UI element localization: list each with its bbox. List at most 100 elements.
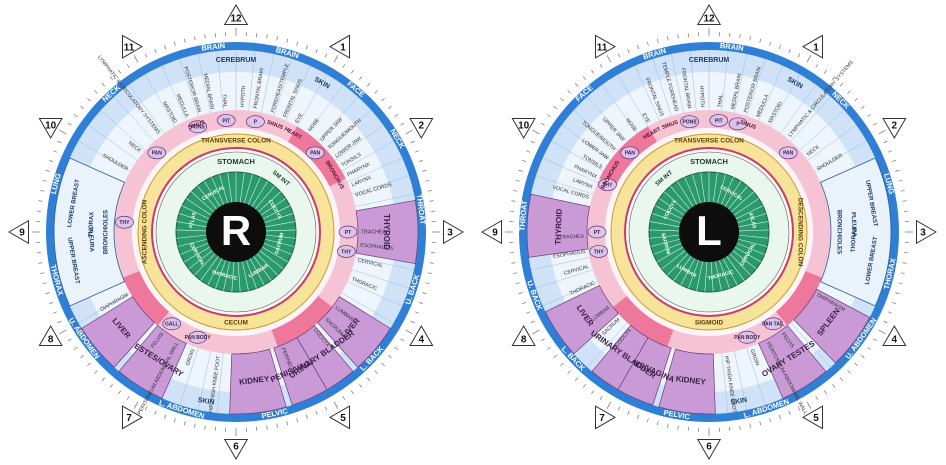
tick-mark — [873, 123, 876, 125]
center-letter: R — [221, 207, 251, 254]
center-letter: L — [696, 207, 722, 254]
tick-mark — [58, 141, 62, 143]
tick-mark — [351, 70, 353, 73]
tick-mark — [591, 70, 593, 73]
tick-mark — [798, 54, 800, 58]
tick-mark — [46, 293, 50, 294]
tick-mark — [400, 123, 403, 125]
clock-number: 10 — [518, 121, 530, 132]
tick-mark — [807, 402, 811, 409]
tick-mark — [516, 180, 520, 181]
tick-mark — [901, 190, 905, 191]
tick-mark — [848, 91, 851, 94]
tick-mark — [425, 283, 429, 284]
tick-mark — [59, 130, 66, 134]
tick-mark — [824, 391, 826, 394]
tick-mark — [607, 402, 611, 409]
tick-mark — [406, 130, 413, 134]
tick-mark — [541, 339, 544, 341]
organ-bubble-label: PT — [594, 230, 600, 236]
clock-number: 6 — [233, 442, 239, 453]
tick-mark — [43, 283, 47, 284]
tick-mark — [184, 39, 185, 43]
organ-bubble-label: PAN — [783, 151, 794, 157]
clock-number: 12 — [230, 14, 242, 25]
tick-mark — [516, 283, 520, 284]
tick-mark — [840, 83, 843, 86]
tick-mark — [895, 293, 899, 294]
zone-label: HYPOTH — [698, 85, 705, 107]
tick-mark — [375, 91, 378, 94]
tick-mark — [388, 355, 391, 358]
tick-mark — [382, 363, 385, 366]
tick-mark — [647, 42, 648, 46]
organ-bubble-label: PAN — [152, 151, 163, 157]
tick-mark — [184, 421, 185, 425]
tick-mark — [325, 54, 327, 58]
organ-bubble-label: PIT — [222, 118, 230, 124]
tick-mark — [779, 45, 780, 49]
tick-mark — [422, 170, 426, 171]
tick-mark — [40, 190, 44, 191]
clock-number: 9 — [492, 228, 498, 239]
tick-mark — [903, 263, 907, 264]
organ-bubble-label: THY — [119, 220, 130, 226]
clock-marker: 8 — [39, 326, 62, 346]
organ-bubble-label: PONS — [682, 120, 697, 126]
tick-mark — [38, 263, 42, 264]
colon-side-label: DESCENDING COLON — [796, 198, 803, 267]
clock-number: 12 — [703, 14, 715, 25]
tick-mark — [40, 273, 44, 274]
clock-marker: 4 — [883, 326, 906, 346]
colon-top-label: TRANSVERSE COLON — [674, 138, 744, 145]
organ-bubble-label: PAN TAIL — [762, 322, 784, 328]
zone-label: HYPOTH — [240, 85, 247, 107]
tick-mark — [560, 98, 563, 101]
tick-mark — [411, 321, 415, 323]
clock-number: 10 — [45, 121, 57, 132]
tick-mark — [832, 384, 835, 387]
organ-bubble-label: THY — [341, 249, 352, 255]
clock-number: 1 — [340, 42, 346, 53]
tick-mark — [892, 302, 896, 303]
tick-mark — [102, 83, 105, 86]
tick-mark — [87, 98, 90, 101]
tick-mark — [513, 273, 517, 274]
tick-mark — [415, 151, 419, 153]
tick-mark — [428, 190, 432, 191]
tick-mark — [287, 421, 288, 425]
tick-mark — [591, 391, 593, 394]
tick-mark — [740, 34, 741, 38]
clock-number: 3 — [920, 228, 926, 239]
organ-bubble-label: PT — [345, 230, 351, 236]
left-iris-svg: 121234567891011THYROIDSPLEENKIDNEYOVARY … — [473, 0, 946, 460]
tick-mark — [789, 411, 791, 415]
tick-mark — [779, 415, 780, 419]
tick-mark — [422, 293, 426, 294]
clock-marker: 6 — [698, 440, 721, 460]
tick-mark — [430, 201, 434, 202]
tick-mark — [816, 64, 818, 67]
tick-mark — [848, 371, 851, 374]
tick-mark — [102, 378, 105, 381]
tick-mark — [868, 347, 871, 349]
tick-mark — [382, 98, 385, 101]
tick-mark — [164, 415, 165, 419]
tick-mark — [760, 39, 761, 43]
tick-mark — [547, 114, 550, 116]
tick-mark — [68, 339, 71, 341]
tick-mark — [628, 49, 630, 53]
tick-mark — [81, 106, 84, 109]
tick-mark — [53, 312, 57, 314]
tick-mark — [522, 302, 526, 303]
stomach-label: STOMACH — [217, 157, 255, 166]
clock-number: 2 — [419, 121, 425, 132]
tick-mark — [316, 49, 318, 53]
zone-label: THAL — [221, 94, 228, 108]
organ-bubble-label: PAN BODY — [185, 335, 212, 341]
tick-mark — [400, 339, 403, 341]
tick-mark — [68, 123, 71, 125]
tick-mark — [637, 45, 638, 49]
tick-mark — [575, 83, 578, 86]
